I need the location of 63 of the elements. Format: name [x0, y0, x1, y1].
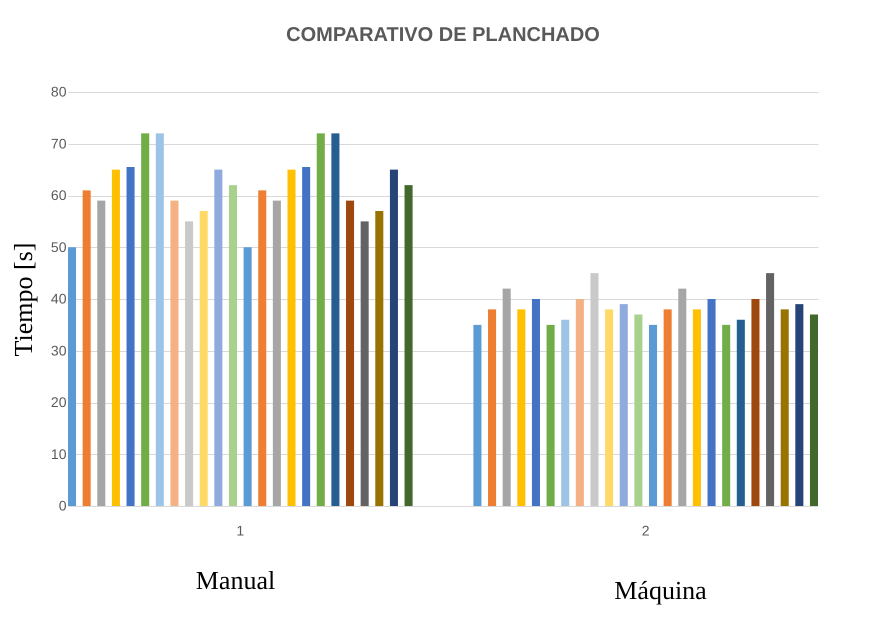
bar	[68, 247, 76, 506]
bar	[766, 273, 774, 506]
y-tick-label: 50	[50, 238, 67, 255]
bar	[780, 309, 789, 506]
y-tick-label: 10	[50, 446, 67, 462]
text: Máquina	[614, 576, 708, 605]
bar	[502, 288, 511, 506]
x-tick-label: 1	[236, 522, 244, 538]
bar	[302, 167, 310, 506]
bar	[634, 314, 642, 506]
bar	[156, 133, 164, 506]
bar	[648, 324, 658, 506]
bar	[517, 309, 526, 506]
text: Manual	[196, 566, 276, 595]
chart-title: COMPARATIVO DE PLANCHADO	[286, 24, 600, 46]
bar	[228, 185, 238, 506]
bar	[692, 309, 701, 506]
bar	[546, 324, 555, 506]
bar	[488, 309, 496, 506]
bar	[112, 170, 120, 506]
bar	[258, 190, 266, 506]
y-tick-label: 80	[50, 84, 67, 100]
bar	[126, 167, 135, 506]
bar	[810, 314, 818, 506]
bar	[375, 211, 384, 506]
bar	[620, 304, 628, 506]
bar	[605, 309, 614, 506]
bar	[751, 299, 760, 506]
y-tick-label: 70	[50, 135, 67, 152]
bar	[795, 304, 804, 506]
bar	[664, 309, 672, 506]
y-tick-label: 40	[50, 290, 67, 306]
bar	[561, 320, 570, 506]
bar	[214, 170, 222, 506]
bar	[678, 288, 686, 506]
bar	[244, 247, 252, 506]
bar	[532, 299, 540, 506]
bar	[404, 185, 413, 506]
bar	[390, 170, 398, 506]
bar	[722, 324, 730, 506]
bar	[473, 324, 482, 506]
bar	[287, 170, 296, 506]
y-axis-title: Tiempo [s]	[8, 242, 38, 356]
y-tick-label: 0	[58, 498, 67, 514]
bar	[590, 273, 599, 506]
bar	[97, 200, 106, 506]
bar	[141, 133, 150, 506]
y-tick-label: 20	[50, 394, 67, 410]
bar	[576, 299, 584, 506]
bar	[360, 221, 369, 506]
y-tick-label: 60	[50, 187, 67, 203]
bar	[200, 211, 208, 506]
bar	[170, 200, 178, 506]
bar	[316, 133, 325, 506]
bar	[736, 320, 745, 506]
y-tick-label: 30	[50, 342, 67, 358]
bar	[272, 200, 281, 506]
bar	[185, 221, 194, 506]
x-tick-label: 2	[642, 522, 650, 538]
bar	[331, 133, 340, 506]
bar	[346, 200, 354, 506]
bar	[82, 190, 91, 506]
bar	[708, 299, 716, 506]
